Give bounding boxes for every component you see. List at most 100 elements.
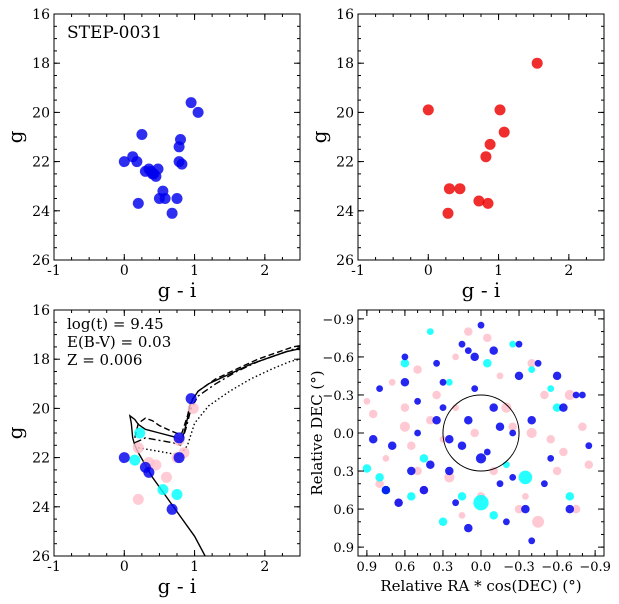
pink-star <box>483 333 492 343</box>
pink-star <box>388 378 396 386</box>
pink-star <box>501 402 512 413</box>
p2-xlabel: g - i <box>462 278 501 302</box>
y-tick-label: 18 <box>32 352 50 368</box>
x-tick-label: 2 <box>260 559 269 575</box>
y-tick-label: 0.0 <box>333 427 354 442</box>
non-members-point <box>161 471 172 483</box>
y-tick-label: 0.6 <box>333 503 354 518</box>
field-point <box>422 104 434 116</box>
field-point <box>454 183 466 195</box>
blue-star <box>572 391 580 399</box>
pink-star <box>444 472 455 483</box>
x-tick-label: 0.3 <box>433 560 454 575</box>
p4-ylabel: Relative DEC (°) <box>308 370 326 495</box>
p1-marks <box>118 97 204 219</box>
x-tick-label: 0.9 <box>357 560 378 575</box>
field-point <box>480 151 492 163</box>
members-point <box>173 432 185 444</box>
pink-star <box>400 403 410 412</box>
field-point <box>498 126 510 138</box>
blue-star <box>509 429 517 437</box>
cyan-star <box>400 359 410 368</box>
y-tick-label: −0.6 <box>322 351 354 366</box>
pink-star <box>426 416 435 425</box>
p1-ylabel: g <box>3 130 27 143</box>
p4-marks <box>362 321 594 545</box>
field-point <box>443 183 455 195</box>
blue-star <box>445 466 454 476</box>
blue-star <box>470 352 479 362</box>
p3-annotation-line-3: Z = 0.006 <box>67 351 142 369</box>
y-tick-label: 24 <box>32 204 50 220</box>
x-tick-label: −0.9 <box>579 560 611 575</box>
blue-star <box>547 455 555 462</box>
cyan-star <box>407 492 416 501</box>
blue-star <box>585 442 593 450</box>
cyan-star <box>552 403 562 412</box>
field-point <box>442 207 454 219</box>
blue-star <box>452 499 459 507</box>
pink-star <box>399 421 410 432</box>
y-tick-label: 22 <box>32 451 50 467</box>
pink-star <box>552 466 562 476</box>
p2-marks <box>422 57 543 219</box>
blue-star <box>495 422 505 431</box>
field-point <box>473 195 485 207</box>
cyan-point <box>157 484 169 496</box>
cyan-star <box>547 385 555 392</box>
members-point <box>192 106 204 118</box>
members-point <box>145 165 157 177</box>
members-point <box>143 466 155 478</box>
non-members-point <box>132 493 144 505</box>
isochrone-dashdot-line <box>134 347 300 447</box>
cyan-star <box>518 470 533 485</box>
p3-ylabel: g <box>3 426 27 439</box>
blue-star <box>407 466 416 476</box>
members-point <box>132 197 144 209</box>
p4-ticks: 0.9 −0.9 0.6 −0.6 0.3 −0.3 0.0 0.0 −0.3 0.3 −0.6 0.… <box>322 310 611 575</box>
y-tick-label: 20 <box>32 401 50 417</box>
p2-ticks: -1 0 1 2 16 18 20 22 24 26 <box>336 7 605 279</box>
panel-top-right: -1 0 1 2 16 18 20 22 24 26 g - i g <box>307 7 605 302</box>
cyan-star <box>509 340 517 348</box>
y-tick-label: 22 <box>32 155 50 171</box>
p3-marks <box>118 345 300 556</box>
pink-star <box>489 466 498 476</box>
blue-star <box>439 404 447 411</box>
blue-star <box>464 416 473 425</box>
pink-star <box>496 372 504 380</box>
x-tick-label: -1 <box>47 559 61 575</box>
members-point <box>173 141 185 153</box>
blue-star <box>368 435 378 444</box>
y-tick-label: 0.9 <box>333 541 354 556</box>
p3-annotation-line-1: log(t) = 9.45 <box>67 315 164 333</box>
pink-star <box>527 359 536 368</box>
y-tick-label: 24 <box>336 204 354 220</box>
blue-star <box>503 518 510 526</box>
blue-star <box>509 474 517 481</box>
field-point <box>494 104 506 116</box>
cluster-radius-circle <box>442 394 520 472</box>
p1-xlabel: g - i <box>158 278 197 302</box>
panel-bottom-left: -1 0 1 2 16 18 20 22 24 26 log(t) = 9.45 E(B-V) =… <box>3 303 301 598</box>
x-tick-label: 1 <box>494 263 503 279</box>
pink-star <box>559 447 568 457</box>
blue-star <box>475 453 487 464</box>
blue-star <box>489 346 498 355</box>
pink-star <box>363 397 371 405</box>
pink-star <box>508 422 517 431</box>
x-tick-label: -1 <box>47 263 61 279</box>
field-point <box>531 57 543 69</box>
x-tick-label: −0.6 <box>541 560 573 575</box>
x-tick-label: 0.0 <box>471 560 492 575</box>
y-tick-label: 26 <box>32 549 50 565</box>
x-tick-label: -1 <box>351 263 365 279</box>
cyan-star <box>489 511 498 520</box>
cyan-point <box>134 427 146 439</box>
p3-xlabel: g - i <box>158 574 197 598</box>
x-tick-label: 1 <box>190 559 199 575</box>
cyan-star <box>503 461 510 469</box>
members-point <box>118 452 130 464</box>
cyan-star <box>419 454 429 463</box>
cyan-star <box>457 492 467 501</box>
